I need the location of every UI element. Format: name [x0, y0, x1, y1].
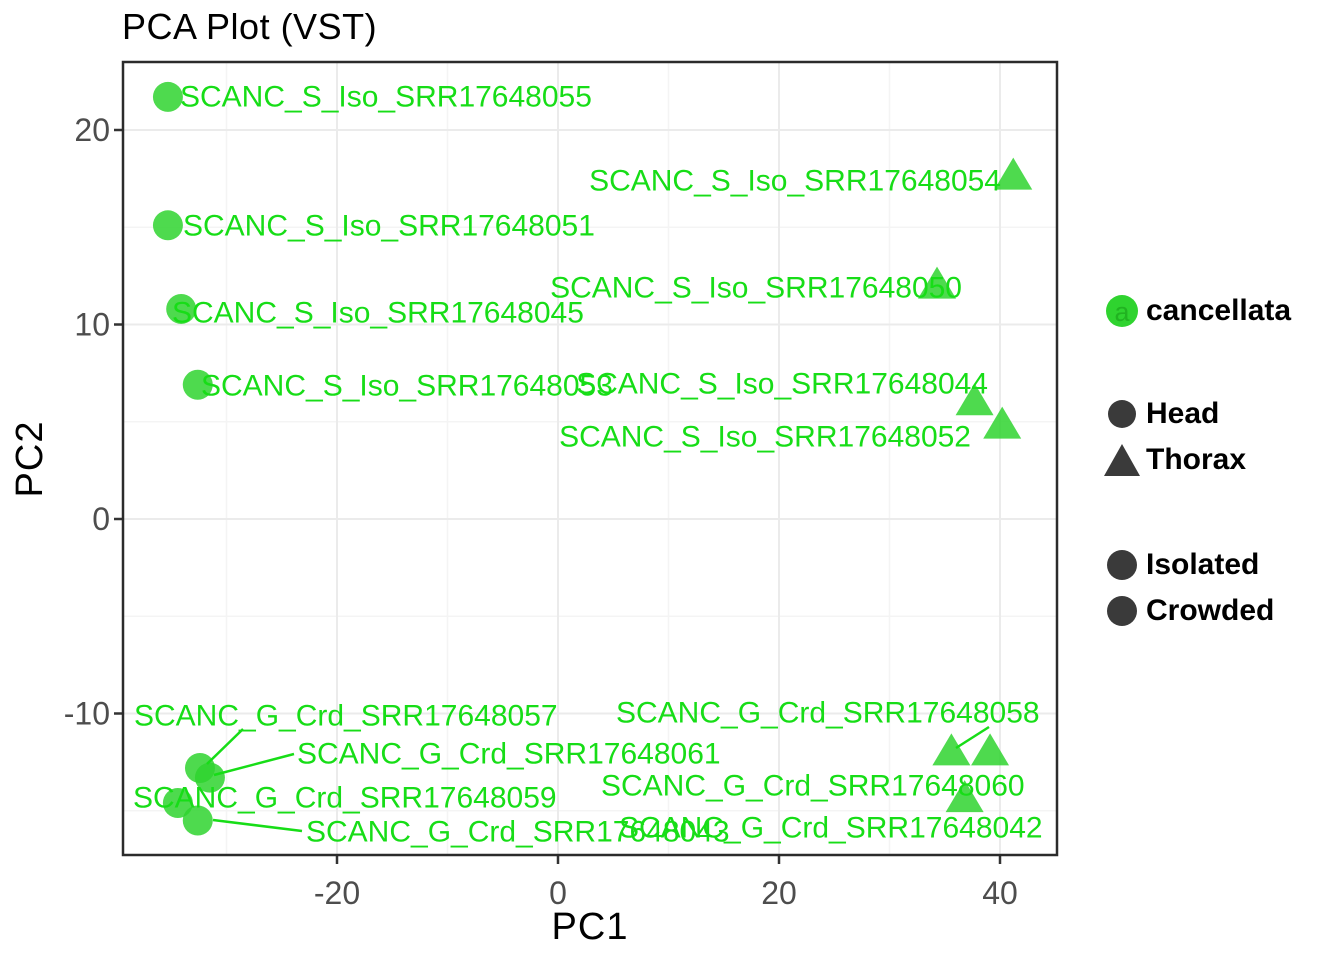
legend-label-head: Head [1146, 397, 1220, 430]
x-axis-title: PC1 [551, 906, 629, 948]
sample-label: SCANC_G_Crd_SRR17648061 [297, 738, 721, 771]
y-tick-label: 20 [74, 112, 110, 148]
leader-line [213, 752, 295, 777]
data-point-circle [182, 805, 213, 836]
sample-label: SCANC_G_Crd_SRR17648060 [601, 770, 1025, 803]
sample-label: SCANC_S_Iso_SRR17648050 [550, 272, 962, 305]
data-point-circle [166, 293, 197, 324]
sample-label: SCANC_S_Iso_SRR17648044 [576, 368, 988, 401]
isolated-circle-icon [1098, 545, 1146, 585]
sample-label: SCANC_G_Crd_SRR17648057 [134, 700, 558, 733]
legend-item-crowded: Crowded [1098, 589, 1274, 633]
sample-label: SCANC_G_Crd_SRR17648059 [133, 782, 557, 815]
leader-line [212, 818, 303, 833]
panel-border [121, 60, 1059, 857]
x-tick-label: 20 [761, 875, 797, 911]
data-point-triangle [994, 157, 1033, 190]
head-circle-icon [1098, 394, 1146, 434]
sample-label: SCANC_S_Iso_SRR17648055 [180, 81, 592, 114]
legend-label-crowded: Crowded [1146, 594, 1275, 627]
legend-label-thorax: Thorax [1146, 443, 1247, 476]
sample-label: SCANC_S_Iso_SRR17648054 [589, 165, 1001, 198]
legend-item-isolated: Isolated [1098, 543, 1259, 587]
leader-line [955, 725, 990, 750]
data-point-triangle [971, 733, 1010, 766]
sample-label: SCANC_S_Iso_SRR17648045 [172, 297, 584, 330]
data-point-circle [194, 762, 225, 793]
sample-label: SCANC_S_Iso_SRR17648052 [559, 421, 971, 454]
leader-line [206, 728, 244, 765]
x-tick-label: 40 [982, 875, 1018, 911]
sample-label: SCANC_S_Iso_SRR17648051 [183, 210, 595, 243]
sample-label: SCANC_G_Crd_SRR17648058 [616, 697, 1040, 730]
y-axis-title: PC2 [9, 420, 51, 498]
legend-label-isolated: Isolated [1146, 548, 1260, 581]
x-tick-label: 0 [549, 875, 567, 911]
legend-item-head: Head [1098, 392, 1219, 436]
crowded-circle-icon [1098, 591, 1146, 631]
legend-label-species: cancellata [1146, 294, 1292, 327]
y-tick-label: 0 [92, 501, 110, 537]
sample-label: SCANC_S_Iso_SRR17648053 [201, 370, 613, 403]
legend-item-thorax: Thorax [1098, 438, 1246, 482]
plot-title: PCA Plot (VST) [122, 6, 378, 47]
data-point-triangle [983, 406, 1022, 439]
sample-label: SCANC_G_Crd_SRR17648043 [306, 816, 730, 849]
cancellata-key-icon: a [1098, 291, 1146, 331]
svg-text:a: a [1114, 297, 1130, 327]
data-point-triangle [955, 383, 994, 416]
legend: a cancellata Head Thorax [1098, 0, 1344, 960]
x-tick-label: -20 [314, 875, 360, 911]
y-tick-label: -10 [64, 696, 110, 732]
thorax-triangle-icon [1098, 440, 1146, 480]
data-point-circle [162, 787, 193, 818]
y-tick-label: 10 [74, 307, 110, 343]
data-point-triangle [918, 266, 957, 299]
panel-background [123, 62, 1057, 855]
data-point-circle [152, 81, 183, 112]
data-point-triangle [945, 780, 984, 813]
data-point-triangle [932, 733, 971, 766]
sample-label: SCANC_G_Crd_SRR17648042 [619, 812, 1043, 845]
data-point-circle [152, 210, 183, 241]
legend-item-species: a cancellata [1098, 289, 1291, 333]
data-point-circle [182, 369, 213, 400]
